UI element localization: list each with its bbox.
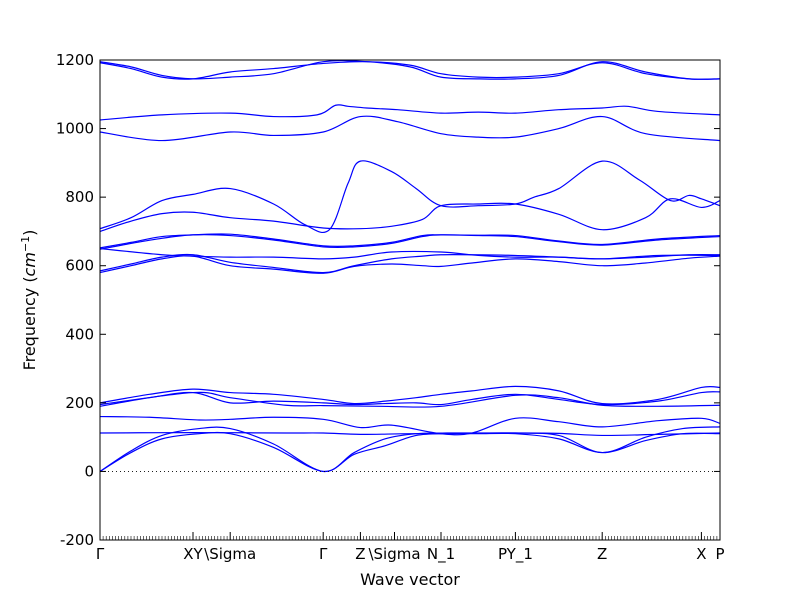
- band-line-3: [99, 432, 721, 437]
- band-line-6: [99, 385, 721, 405]
- y-tick-label: 1200: [56, 51, 94, 69]
- band-line-7: [99, 391, 721, 408]
- y-tick-label: 200: [65, 394, 94, 412]
- band-line-10: [99, 247, 721, 260]
- x-tick-label: XY: [183, 545, 203, 563]
- y-tick-label: 400: [65, 325, 94, 343]
- band-line-18: [99, 61, 721, 80]
- x-tick-label: Γ: [319, 545, 328, 563]
- y-tick-label: 800: [65, 188, 94, 206]
- band-line-13: [99, 198, 721, 232]
- y-tick-label: 1000: [56, 120, 94, 138]
- y-axis-label-suffix: ): [20, 230, 39, 236]
- x-tick-label: PY_1: [498, 545, 533, 564]
- band-line-2: [99, 426, 721, 473]
- band-line-16: [99, 104, 721, 121]
- y-tick-label: 600: [65, 257, 94, 275]
- band-line-17: [99, 60, 721, 80]
- x-tick-label: Γ: [96, 545, 105, 563]
- band-line-12: [99, 233, 721, 249]
- y-tick-label: 0: [84, 462, 94, 480]
- x-tick-label: \Sigma: [204, 545, 256, 563]
- series-layer: [99, 60, 721, 473]
- band-line-14: [99, 160, 721, 234]
- x-tick-label: \Sigma: [368, 545, 420, 563]
- y-axis-label-prefix: Frequency (: [20, 276, 39, 370]
- x-tick-label: N_1: [427, 545, 455, 564]
- x-tick-label: X: [696, 545, 706, 563]
- y-tick-label: -200: [60, 531, 94, 549]
- x-tick-label: P: [715, 545, 724, 563]
- y-axis-label-unit: cm: [20, 252, 39, 276]
- y-axis-label-exponent: −1: [19, 236, 32, 252]
- x-tick-label: Z: [597, 545, 607, 563]
- x-tick-label: Z: [355, 545, 365, 563]
- band-line-4: [99, 415, 721, 436]
- label-layer: Wave vector Frequency (cm−1): [19, 230, 460, 589]
- band-line-15: [99, 115, 721, 142]
- x-axis-label: Wave vector: [360, 570, 460, 589]
- y-axis-label: Frequency (cm−1): [19, 230, 39, 371]
